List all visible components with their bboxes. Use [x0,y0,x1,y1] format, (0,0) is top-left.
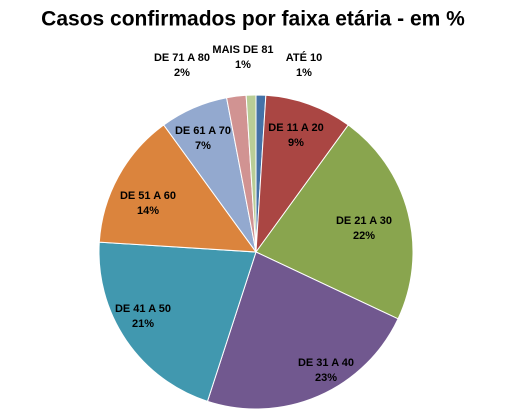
pie-slice [98,124,258,253]
slice-label: DE 11 A 20 [268,122,323,134]
slice-value-label: 21% [132,318,154,330]
slice-label: MAIS DE 81 [212,44,273,56]
slice-value-label: 9% [288,137,304,149]
slice-label: DE 21 A 30 [336,215,392,227]
pie-slice [245,94,257,253]
slice-label: DE 31 A 40 [298,357,354,369]
slice-value-label: 1% [235,59,251,71]
slice-label: ATÉ 10 [286,51,322,64]
chart-title: Casos confirmados por faixa etária - em … [41,8,465,31]
slice-label: DE 41 A 50 [115,303,171,315]
slice-value-label: 23% [315,372,337,384]
slice-value-label: 2% [174,67,190,79]
pie-slice [98,241,257,402]
pie-slice [255,94,349,254]
pie-slice [206,251,399,410]
slice-label: DE 61 A 70 [175,125,231,137]
slice-value-label: 22% [353,230,375,242]
slice-value-label: 1% [296,67,312,79]
labels: ATÉ 10 1% DE 11 A 20 9% DE 21 A 30 22% DE 31 A… [115,44,392,384]
slice-label: DE 51 A 60 [120,190,176,202]
slice-label: DE 71 A 80 [154,52,210,64]
slice-value-label: 7% [195,140,211,152]
pie [98,94,414,410]
slice-value-label: 14% [137,205,159,217]
